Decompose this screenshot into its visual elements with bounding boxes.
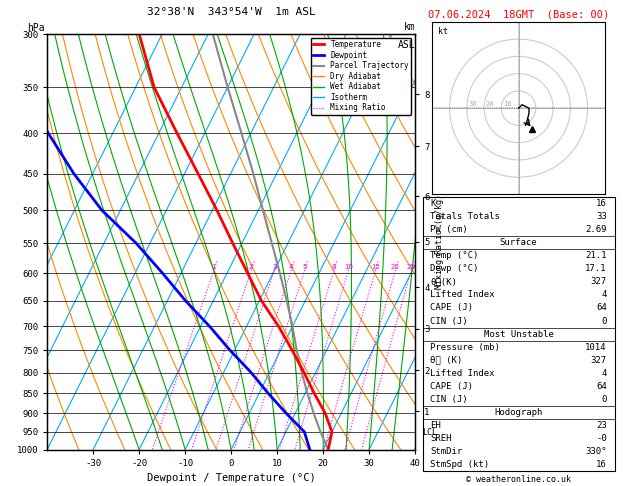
- Text: Surface: Surface: [500, 238, 537, 247]
- Text: 07.06.2024  18GMT  (Base: 00): 07.06.2024 18GMT (Base: 00): [428, 10, 610, 19]
- Text: km: km: [403, 22, 415, 32]
- Text: 16: 16: [596, 199, 607, 208]
- Text: 32°38'N  343°54'W  1m ASL: 32°38'N 343°54'W 1m ASL: [147, 7, 316, 17]
- Text: 10: 10: [503, 101, 511, 106]
- Text: 10: 10: [344, 264, 353, 270]
- Text: 25: 25: [407, 264, 416, 270]
- Text: Pressure (mb): Pressure (mb): [430, 343, 500, 352]
- Text: 3: 3: [272, 264, 276, 270]
- Text: CIN (J): CIN (J): [430, 395, 468, 404]
- Text: 20: 20: [486, 101, 494, 106]
- Text: StmSpd (kt): StmSpd (kt): [430, 460, 489, 469]
- Text: ASL: ASL: [398, 40, 415, 50]
- Text: 0: 0: [601, 316, 607, 326]
- Text: 21.1: 21.1: [586, 251, 607, 260]
- Text: 4: 4: [289, 264, 293, 270]
- Text: θᴇ(K): θᴇ(K): [430, 278, 457, 286]
- Text: Mixing Ratio (g/kg): Mixing Ratio (g/kg): [435, 194, 444, 289]
- Text: PW (cm): PW (cm): [430, 225, 468, 234]
- Text: Temp (°C): Temp (°C): [430, 251, 479, 260]
- Text: 8: 8: [331, 264, 337, 270]
- Text: 64: 64: [596, 382, 607, 391]
- Text: StmDir: StmDir: [430, 447, 462, 456]
- X-axis label: Dewpoint / Temperature (°C): Dewpoint / Temperature (°C): [147, 473, 316, 483]
- Text: -0: -0: [596, 434, 607, 443]
- Text: 33: 33: [596, 212, 607, 221]
- Text: kt: kt: [438, 27, 447, 36]
- Text: CAPE (J): CAPE (J): [430, 303, 474, 312]
- Text: 30: 30: [469, 101, 477, 106]
- Text: Dewp (°C): Dewp (°C): [430, 264, 479, 273]
- Text: 23: 23: [596, 421, 607, 430]
- Text: Lifted Index: Lifted Index: [430, 291, 495, 299]
- Text: 1: 1: [212, 264, 216, 270]
- Text: 2.69: 2.69: [586, 225, 607, 234]
- Text: CIN (J): CIN (J): [430, 316, 468, 326]
- Text: 17.1: 17.1: [586, 264, 607, 273]
- Text: 327: 327: [591, 356, 607, 365]
- Text: 1014: 1014: [586, 343, 607, 352]
- Legend: Temperature, Dewpoint, Parcel Trajectory, Dry Adiabat, Wet Adiabat, Isotherm, Mi: Temperature, Dewpoint, Parcel Trajectory…: [311, 38, 411, 115]
- Text: 5: 5: [303, 264, 307, 270]
- Text: 15: 15: [371, 264, 380, 270]
- Text: SREH: SREH: [430, 434, 452, 443]
- Text: 330°: 330°: [586, 447, 607, 456]
- Text: 327: 327: [591, 278, 607, 286]
- Text: CAPE (J): CAPE (J): [430, 382, 474, 391]
- Text: 64: 64: [596, 303, 607, 312]
- Text: © weatheronline.co.uk: © weatheronline.co.uk: [466, 474, 571, 484]
- Text: θᴇ (K): θᴇ (K): [430, 356, 462, 365]
- Text: Hodograph: Hodograph: [494, 408, 543, 417]
- Text: 16: 16: [596, 460, 607, 469]
- Text: 4: 4: [601, 369, 607, 378]
- Text: Totals Totals: Totals Totals: [430, 212, 500, 221]
- Text: LCL: LCL: [423, 428, 438, 437]
- Text: hPa: hPa: [27, 23, 45, 33]
- Text: 0: 0: [601, 395, 607, 404]
- Text: Most Unstable: Most Unstable: [484, 330, 554, 339]
- Text: 4: 4: [601, 291, 607, 299]
- Text: Lifted Index: Lifted Index: [430, 369, 495, 378]
- Text: EH: EH: [430, 421, 441, 430]
- Text: K: K: [430, 199, 436, 208]
- Text: 20: 20: [391, 264, 400, 270]
- Text: 2: 2: [249, 264, 253, 270]
